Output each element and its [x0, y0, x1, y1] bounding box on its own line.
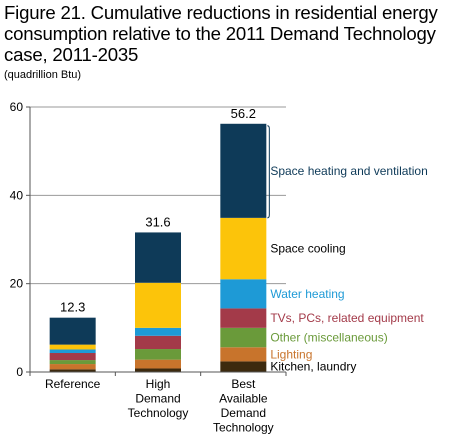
bar-segment	[220, 327, 267, 348]
bar-segment	[49, 369, 96, 372]
series-label: TVs, PCs, related equipment	[270, 311, 424, 325]
bar-segment	[49, 353, 96, 361]
bar-segment	[135, 368, 181, 372]
bar-segment	[220, 361, 267, 372]
x-tick-label: High	[146, 377, 171, 391]
series-label: Lighting	[270, 347, 312, 361]
bar-segment	[49, 317, 96, 345]
x-tick-label: Reference	[45, 377, 101, 391]
total-label: 31.6	[145, 214, 170, 229]
x-tick-label: Available	[219, 392, 268, 406]
label-bracket	[267, 125, 270, 219]
x-tick-label: Technology	[128, 406, 189, 420]
bar-segment	[220, 217, 267, 280]
series-label: Kitchen, laundry	[270, 360, 356, 374]
bar-segment	[220, 347, 267, 362]
bar-segment	[220, 308, 267, 328]
y-tick-label: 0	[16, 365, 23, 379]
bar-segment	[220, 123, 267, 218]
bar-segment	[135, 359, 181, 369]
bar-segment	[49, 344, 96, 350]
series-label: Space heating and ventilation	[270, 164, 427, 178]
bar-segment	[135, 327, 181, 336]
x-tick-label: Demand	[221, 406, 266, 420]
total-label: 12.3	[60, 300, 85, 315]
y-tick-label: 20	[10, 277, 24, 291]
chart-title: Figure 21. Cumulative reductions in resi…	[4, 2, 438, 65]
bar-segment	[49, 349, 96, 354]
total-label: 56.2	[231, 106, 256, 121]
unit-label: (quadrillion Btu)	[4, 69, 82, 81]
bar-segment	[135, 335, 181, 350]
series-label: Space cooling	[270, 242, 345, 256]
bar-segment	[220, 279, 267, 309]
bar-segment	[49, 360, 96, 365]
series-label: Other (miscellaneous)	[270, 331, 387, 345]
bar-segment	[49, 364, 96, 370]
bars	[49, 123, 267, 372]
bar-segment	[135, 282, 181, 328]
y-tick-label: 40	[10, 188, 24, 202]
x-tick-label: Demand	[135, 392, 180, 406]
x-tick-label: Best	[231, 377, 256, 391]
x-tick-label: Technology	[213, 421, 274, 435]
bar-segment	[135, 349, 181, 360]
bar-segment	[135, 232, 181, 283]
y-tick-label: 60	[10, 100, 24, 114]
series-label: Water heating	[270, 287, 344, 301]
